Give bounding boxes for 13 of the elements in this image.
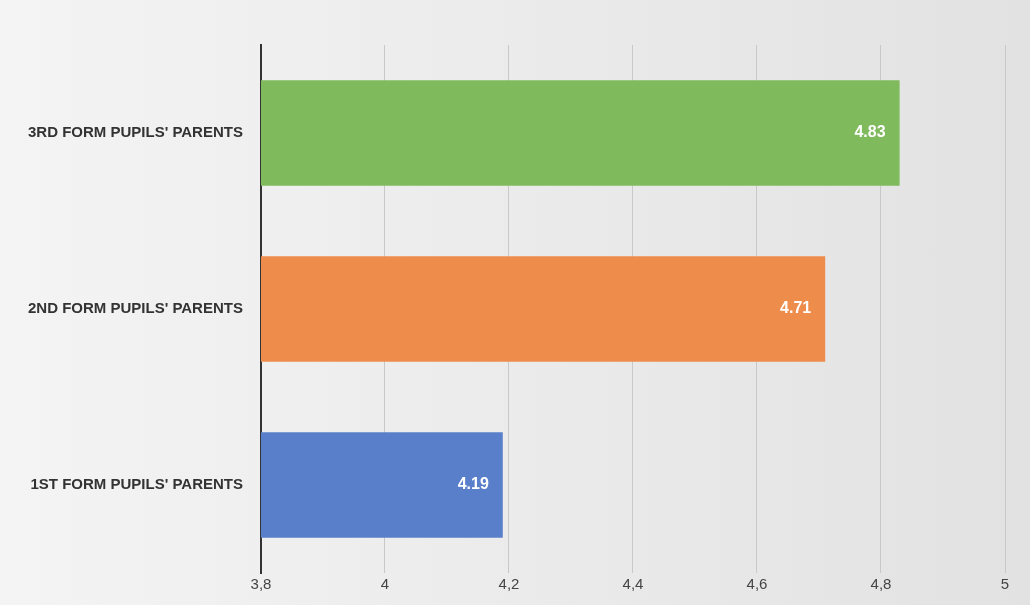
data-label: 4.71 <box>780 299 812 317</box>
x-tick-label: 4,2 <box>498 575 520 593</box>
x-tick-label: 4,8 <box>870 575 892 593</box>
y-tick-label: 1ST FORM PUPILS' PARENTS <box>30 475 243 493</box>
x-tick-label: 4,6 <box>746 575 768 593</box>
y-tick-label: 2ND FORM PUPILS' PARENTS <box>27 299 243 317</box>
x-tick-label: 4,4 <box>622 575 644 593</box>
data-label: 4.19 <box>457 475 489 493</box>
x-tick-label: 3,8 <box>250 575 272 593</box>
x-tick-label: 5 <box>1000 575 1010 593</box>
x-tick-label: 4 <box>380 575 390 593</box>
data-label: 4.83 <box>854 123 886 141</box>
y-tick-label: 3RD FORM PUPILS' PARENTS <box>27 123 243 141</box>
